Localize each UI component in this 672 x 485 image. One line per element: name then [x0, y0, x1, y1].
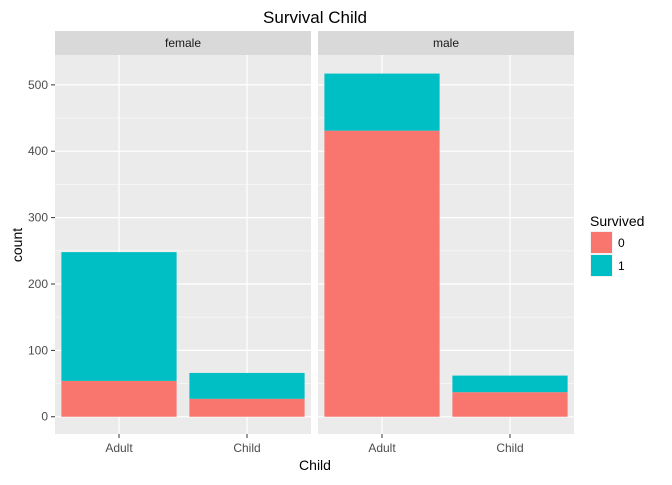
y-tick-label: 200 — [28, 277, 48, 291]
x-tick-label: Child — [233, 441, 260, 455]
bar-female-child-survived-0 — [189, 398, 305, 417]
x-tick-label: Child — [496, 441, 523, 455]
y-tick-label: 500 — [28, 78, 48, 92]
bar-male-child-survived-1 — [452, 375, 568, 393]
x-axis-label: Child — [299, 457, 331, 473]
y-tick-label: 0 — [41, 410, 48, 424]
legend-label-0: 0 — [618, 236, 625, 250]
legend-title: Survived — [590, 213, 644, 229]
y-tick-label: 100 — [28, 343, 48, 357]
bar-male-adult-survived-1 — [324, 73, 440, 131]
facet-label-female: female — [165, 36, 201, 50]
legend-swatch-1 — [591, 255, 612, 276]
facet-strip-female — [55, 31, 311, 55]
legend-label-1: 1 — [618, 259, 625, 273]
bar-female-adult-survived-1 — [61, 252, 177, 381]
facet-label-male: male — [433, 36, 459, 50]
y-tick-label: 400 — [28, 144, 48, 158]
bar-male-child-survived-0 — [452, 392, 568, 417]
bar-female-adult-survived-0 — [61, 380, 177, 417]
facet-strip-male — [318, 31, 574, 55]
legend-swatch-0 — [591, 232, 612, 253]
y-tick-label: 300 — [28, 211, 48, 225]
x-tick-label: Adult — [105, 441, 133, 455]
x-tick-label: Adult — [368, 441, 396, 455]
bar-female-child-survived-1 — [189, 372, 305, 399]
chart-title: Survival Child — [263, 8, 367, 27]
bar-male-adult-survived-0 — [324, 130, 440, 417]
y-axis-label: count — [9, 228, 25, 262]
